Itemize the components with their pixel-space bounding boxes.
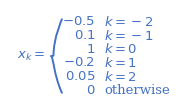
Text: $0.1$: $0.1$ (74, 29, 96, 42)
Text: $k = 2$: $k = 2$ (104, 70, 137, 84)
Text: $-0.2$: $-0.2$ (64, 56, 96, 69)
Text: $k = -1$: $k = -1$ (104, 29, 153, 43)
Text: $-0.5$: $-0.5$ (62, 15, 96, 28)
Text: $x_k =$: $x_k =$ (17, 50, 45, 63)
Text: $1$: $1$ (86, 43, 96, 56)
Text: $0.05$: $0.05$ (65, 70, 96, 83)
Text: otherwise: otherwise (104, 84, 170, 97)
Text: $k = 1$: $k = 1$ (104, 56, 137, 70)
Text: $k = 0$: $k = 0$ (104, 42, 137, 56)
Text: $0$: $0$ (86, 84, 96, 97)
Text: $k = -2$: $k = -2$ (104, 15, 153, 29)
